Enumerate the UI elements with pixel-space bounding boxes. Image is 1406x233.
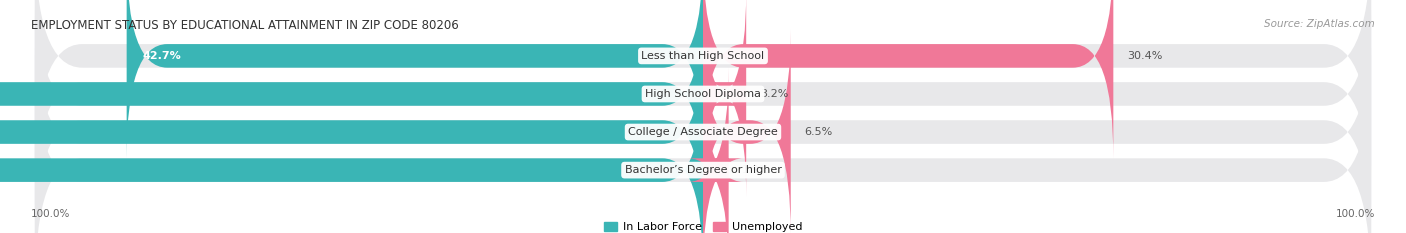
Text: Less than High School: Less than High School	[641, 51, 765, 61]
FancyBboxPatch shape	[688, 68, 744, 233]
FancyBboxPatch shape	[0, 68, 703, 233]
Text: 6.5%: 6.5%	[804, 127, 832, 137]
Text: Source: ZipAtlas.com: Source: ZipAtlas.com	[1264, 19, 1375, 29]
Text: 1.9%: 1.9%	[742, 165, 770, 175]
FancyBboxPatch shape	[0, 0, 703, 196]
FancyBboxPatch shape	[35, 10, 1371, 233]
Text: 100.0%: 100.0%	[1336, 209, 1375, 219]
FancyBboxPatch shape	[703, 30, 790, 233]
FancyBboxPatch shape	[35, 49, 1371, 233]
Text: Bachelor’s Degree or higher: Bachelor’s Degree or higher	[624, 165, 782, 175]
FancyBboxPatch shape	[703, 0, 747, 196]
Legend: In Labor Force, Unemployed: In Labor Force, Unemployed	[603, 222, 803, 232]
FancyBboxPatch shape	[35, 0, 1371, 177]
FancyBboxPatch shape	[0, 30, 703, 233]
Text: 100.0%: 100.0%	[31, 209, 70, 219]
Text: 30.4%: 30.4%	[1126, 51, 1163, 61]
Text: 3.2%: 3.2%	[759, 89, 789, 99]
Text: High School Diploma: High School Diploma	[645, 89, 761, 99]
FancyBboxPatch shape	[703, 0, 1114, 158]
Text: EMPLOYMENT STATUS BY EDUCATIONAL ATTAINMENT IN ZIP CODE 80206: EMPLOYMENT STATUS BY EDUCATIONAL ATTAINM…	[31, 19, 458, 32]
FancyBboxPatch shape	[127, 0, 703, 158]
Text: College / Associate Degree: College / Associate Degree	[628, 127, 778, 137]
FancyBboxPatch shape	[35, 0, 1371, 216]
Text: 42.7%: 42.7%	[143, 51, 181, 61]
